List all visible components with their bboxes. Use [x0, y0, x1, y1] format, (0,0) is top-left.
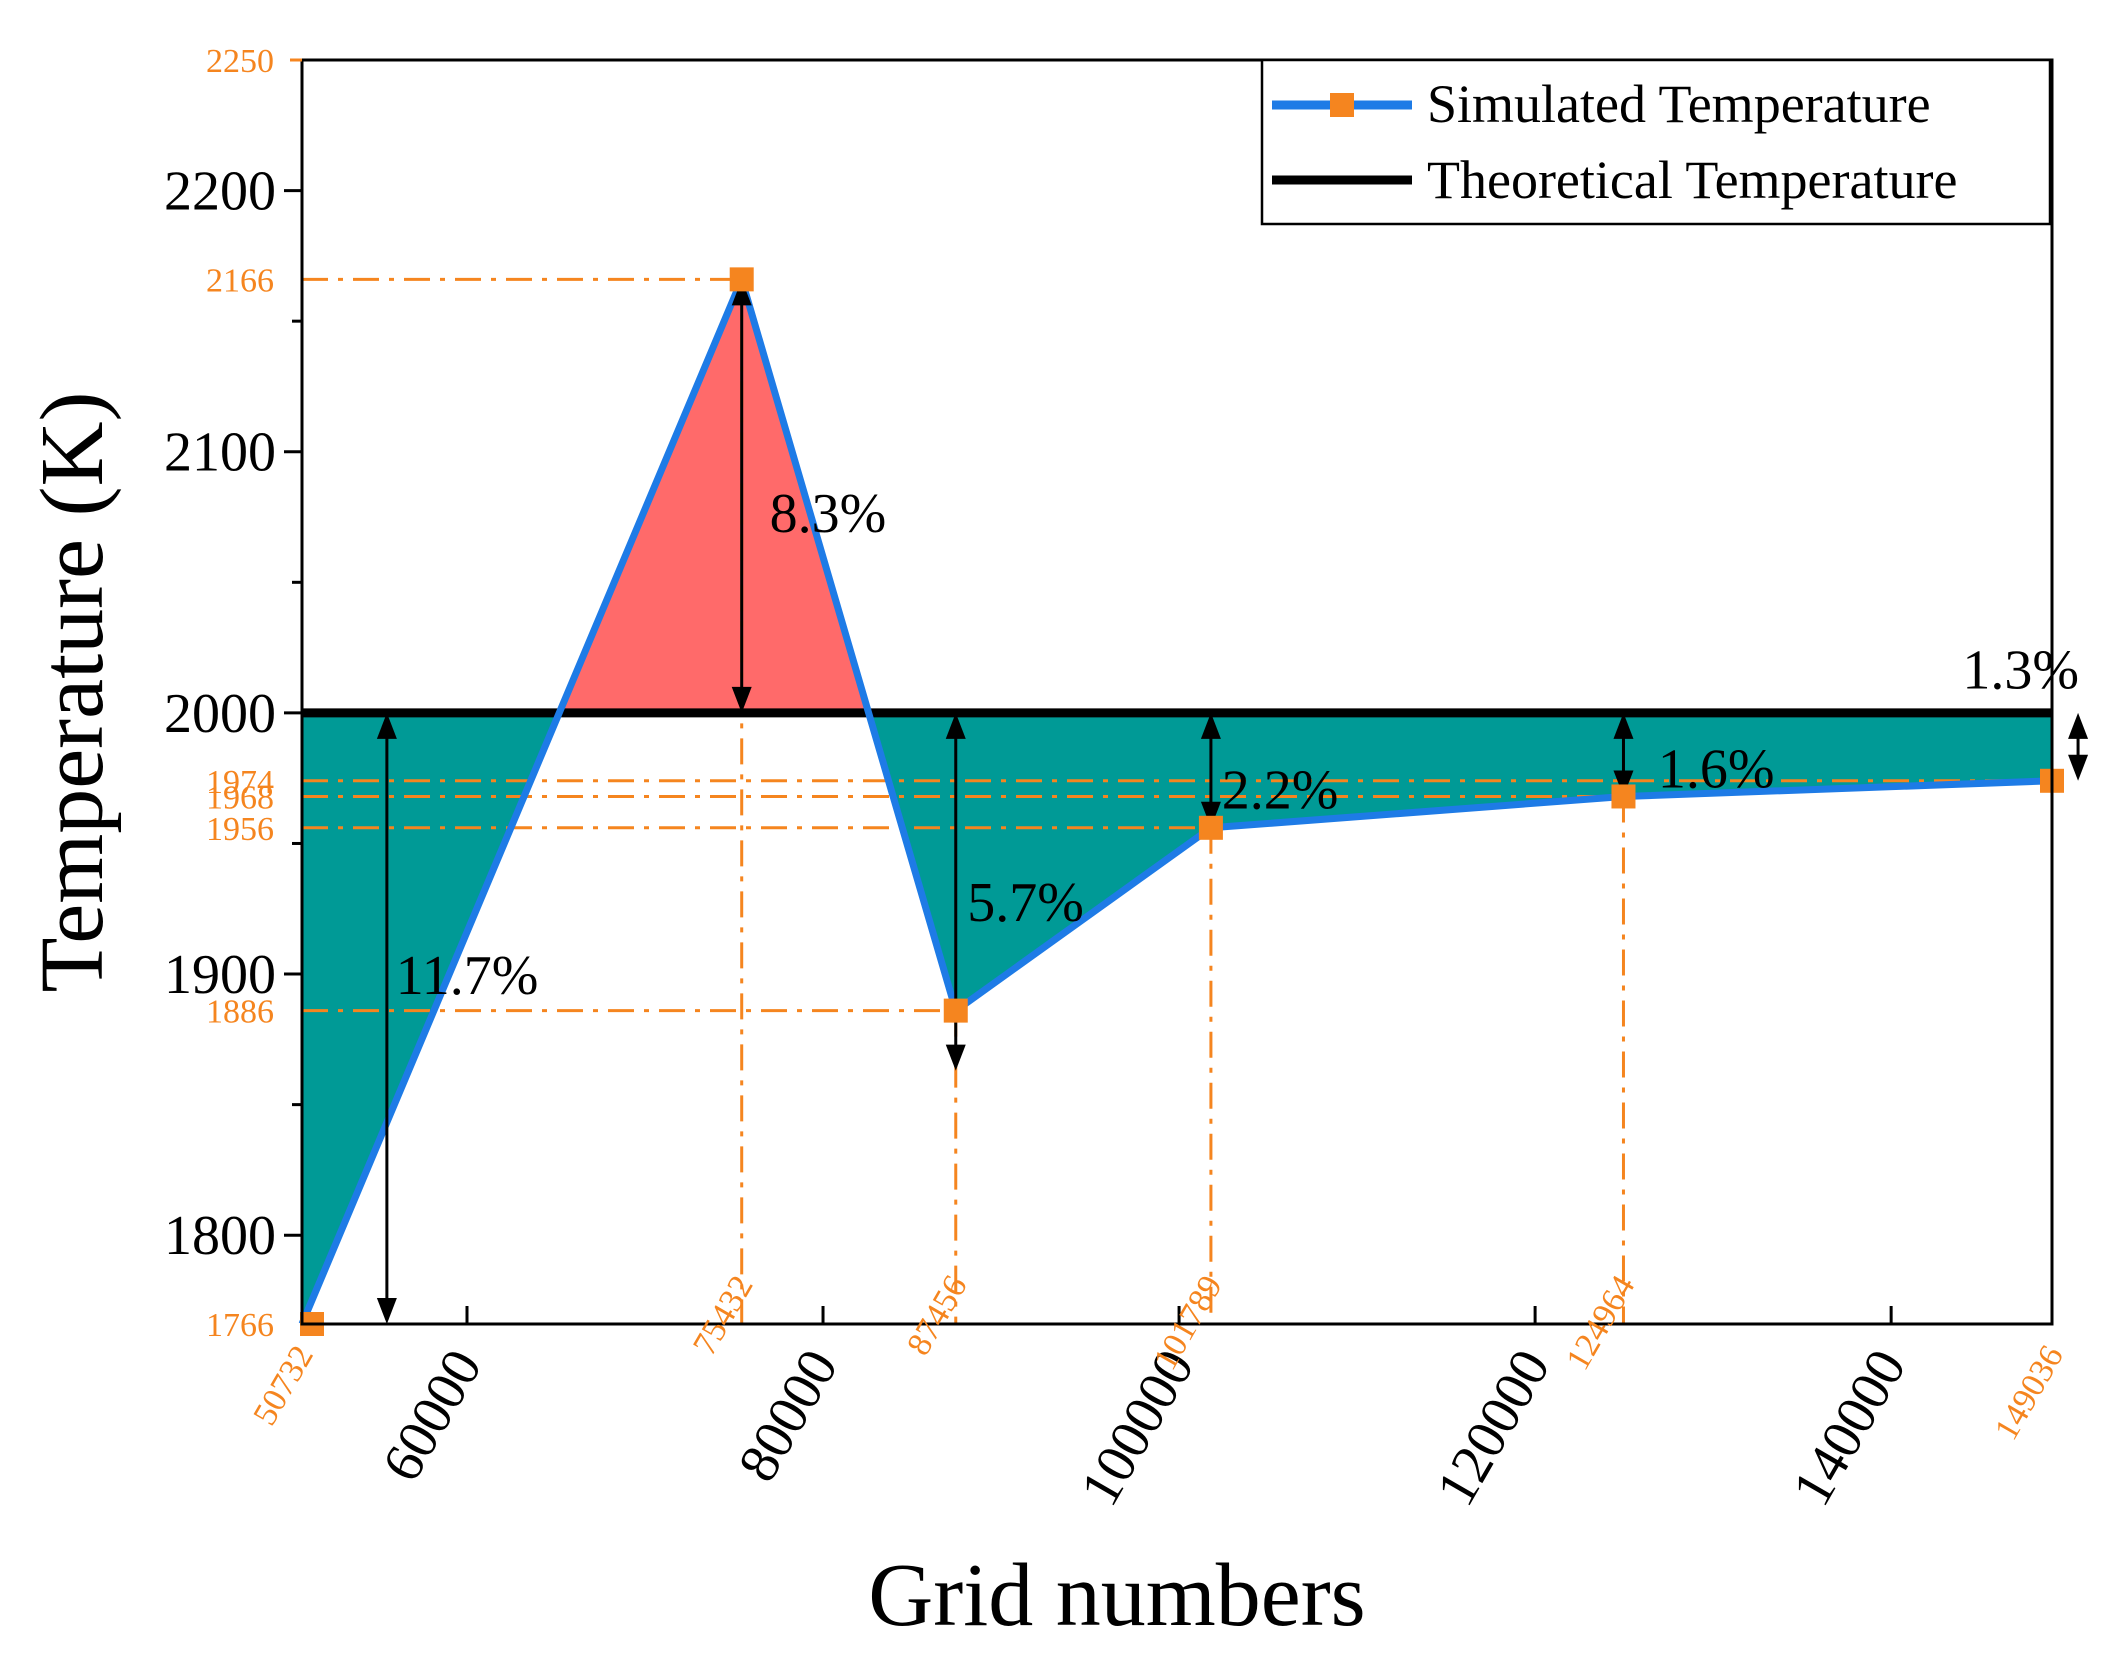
highlight-y-label: 1766	[206, 1307, 274, 1344]
overshoot-area-1	[559, 279, 869, 713]
highlight-x-label: 50732	[246, 1340, 321, 1432]
error-arrow-3	[1200, 712, 1221, 828]
error-labels: 11.7% 8.3% 5.7% 2.2% 1.6% 1.3%	[396, 483, 2079, 1007]
legend-entry-theoretical: Theoretical Temperature	[1272, 150, 1957, 210]
highlight-x-label: 75432	[686, 1270, 761, 1362]
error-arrow-head-bottom	[1200, 801, 1221, 828]
error-arrow-head-bottom	[376, 1298, 397, 1324]
legend-marker-simulated	[1330, 93, 1354, 117]
y-tick-label: 2000	[164, 683, 276, 745]
error-arrow-head-bottom	[1613, 770, 1634, 797]
error-arrow-head-bottom	[2068, 754, 2089, 781]
error-arrow-4	[1613, 712, 1634, 797]
data-point-marker	[1198, 815, 1223, 840]
highlight-y-label: 1974	[206, 764, 274, 801]
data-point-marker	[729, 267, 754, 292]
highlight-y-label: 2250	[206, 43, 274, 80]
plot-frame	[300, 58, 2054, 1326]
error-arrow-5	[2068, 712, 2089, 781]
error-percent-label: 1.6%	[1658, 739, 1775, 801]
legend-label-simulated: Simulated Temperature	[1427, 74, 1931, 134]
error-arrow-head-top	[731, 279, 752, 306]
error-arrow-head-top	[1200, 712, 1221, 739]
legend: Simulated Temperature Theoretical Tempera…	[1260, 58, 2052, 226]
highlight-x-label: 87456	[900, 1270, 975, 1362]
legend-box	[1260, 58, 2052, 226]
error-arrow-1	[731, 279, 752, 713]
deviation-fills	[302, 279, 2052, 1324]
error-arrow-0	[376, 712, 397, 1324]
undershoot-area-2	[868, 712, 2052, 1011]
x-tick-label: 140000	[1781, 1340, 1919, 1516]
data-point-marker	[1611, 784, 1636, 809]
y-tick-label: 1800	[164, 1205, 276, 1267]
data-point-marker	[943, 998, 968, 1023]
x-tick-label: 80000	[727, 1340, 851, 1492]
legend-entry-simulated: Simulated Temperature	[1272, 74, 1931, 134]
error-percent-label: 8.3%	[770, 483, 887, 545]
error-arrow-head-bottom	[945, 1044, 966, 1071]
x-tick-label: 100000	[1069, 1340, 1207, 1516]
error-percent-label: 11.7%	[396, 945, 539, 1007]
y-axis-title: Temperature (K)	[23, 392, 122, 993]
y-tick-label: 1900	[164, 944, 276, 1006]
x-axis-title: Grid numbers	[868, 1546, 1365, 1645]
error-arrow-head-top	[2068, 712, 2089, 739]
legend-label-theoretical: Theoretical Temperature	[1427, 150, 1957, 210]
y-tick-label: 2100	[164, 422, 276, 484]
error-arrow-head-top	[376, 712, 397, 739]
error-percent-label: 2.2%	[1222, 760, 1339, 822]
error-arrow-head-top	[1613, 712, 1634, 739]
y-tick-label: 2200	[164, 161, 276, 223]
simulated-temperature-line	[298, 275, 2053, 1326]
highlight-y-label: 1968	[206, 779, 274, 816]
x-tick-label: 60000	[371, 1340, 495, 1492]
highlight-y-label: 1886	[206, 994, 274, 1031]
error-arrow-head-bottom	[731, 686, 752, 713]
x-tick-label: 120000	[1425, 1340, 1563, 1516]
highlight-y-label: 1956	[206, 811, 274, 848]
highlight-y-label: 2166	[206, 262, 274, 299]
error-percent-label: 1.3%	[1962, 639, 2079, 701]
error-arrow-head-top	[945, 712, 966, 739]
error-percent-label: 5.7%	[967, 872, 1084, 934]
highlight-x-label: 149036	[1988, 1340, 2071, 1447]
